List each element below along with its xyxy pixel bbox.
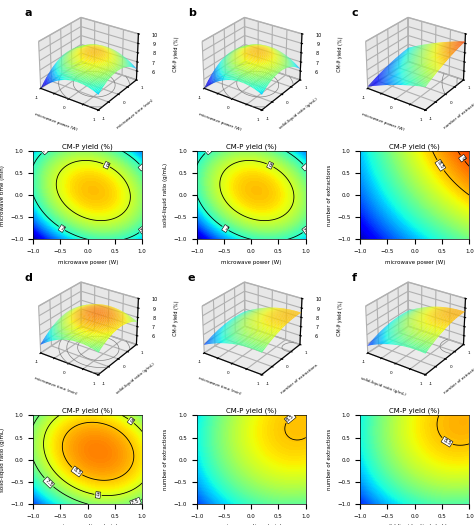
Text: 7: 7 bbox=[223, 225, 228, 232]
Text: 8.5: 8.5 bbox=[436, 160, 445, 170]
Y-axis label: microwave time (min): microwave time (min) bbox=[0, 165, 5, 226]
Text: 8: 8 bbox=[104, 162, 109, 169]
Y-axis label: number of extractions: number of extractions bbox=[280, 363, 318, 394]
Text: 7: 7 bbox=[59, 225, 65, 232]
X-axis label: microwave power (W): microwave power (W) bbox=[34, 112, 78, 132]
Text: e: e bbox=[188, 273, 195, 283]
Text: b: b bbox=[188, 8, 196, 18]
Text: 7: 7 bbox=[302, 164, 309, 170]
X-axis label: solid-liquid ratio (g/mL): solid-liquid ratio (g/mL) bbox=[383, 524, 447, 525]
Title: CM-P yield (%): CM-P yield (%) bbox=[62, 143, 113, 150]
Text: 9: 9 bbox=[459, 155, 465, 161]
X-axis label: microwave power (W): microwave power (W) bbox=[57, 260, 118, 265]
Y-axis label: number of extractions: number of extractions bbox=[163, 429, 168, 490]
Y-axis label: solid-liquid ratio (g/mL): solid-liquid ratio (g/mL) bbox=[0, 428, 5, 492]
Text: 8: 8 bbox=[267, 162, 273, 169]
Text: 7: 7 bbox=[139, 164, 145, 170]
Text: 8.5: 8.5 bbox=[285, 414, 295, 423]
X-axis label: solid-liquid ratio (g/mL): solid-liquid ratio (g/mL) bbox=[360, 376, 406, 397]
Y-axis label: number of extractions: number of extractions bbox=[327, 429, 332, 490]
Y-axis label: number of extractions: number of extractions bbox=[443, 363, 474, 394]
X-axis label: microwave power (W): microwave power (W) bbox=[384, 260, 445, 265]
Text: 7: 7 bbox=[205, 148, 211, 154]
Y-axis label: solid-liquid ratio (g/mL): solid-liquid ratio (g/mL) bbox=[115, 362, 155, 395]
X-axis label: microwave power (W): microwave power (W) bbox=[198, 112, 241, 132]
Title: CM-P yield (%): CM-P yield (%) bbox=[62, 408, 113, 414]
Text: 8.5: 8.5 bbox=[442, 437, 452, 446]
Text: f: f bbox=[352, 273, 356, 283]
Title: CM-P yield (%): CM-P yield (%) bbox=[389, 408, 440, 414]
Title: CM-P yield (%): CM-P yield (%) bbox=[226, 408, 277, 414]
X-axis label: microwave power (W): microwave power (W) bbox=[361, 112, 405, 132]
X-axis label: microwave time (min): microwave time (min) bbox=[57, 524, 118, 525]
Y-axis label: number of extractions: number of extractions bbox=[443, 98, 474, 130]
Text: 7.5: 7.5 bbox=[130, 498, 140, 506]
Text: d: d bbox=[25, 273, 32, 283]
Y-axis label: number of extractions: number of extractions bbox=[327, 164, 332, 226]
Text: 7: 7 bbox=[139, 227, 145, 234]
X-axis label: microwave power (W): microwave power (W) bbox=[221, 260, 282, 265]
Text: 7: 7 bbox=[303, 227, 309, 234]
Title: CM-P yield (%): CM-P yield (%) bbox=[389, 143, 440, 150]
Y-axis label: solid-liquid ratio (g/mL): solid-liquid ratio (g/mL) bbox=[163, 163, 168, 227]
Text: c: c bbox=[352, 8, 358, 18]
Text: 7.5: 7.5 bbox=[44, 478, 54, 487]
Y-axis label: solid-liquid ratio (g/mL): solid-liquid ratio (g/mL) bbox=[279, 98, 319, 130]
Text: 7: 7 bbox=[41, 148, 47, 154]
Text: a: a bbox=[25, 8, 32, 18]
Y-axis label: microwave time (min): microwave time (min) bbox=[116, 98, 155, 130]
Text: 8: 8 bbox=[128, 418, 134, 424]
X-axis label: microwave time (min): microwave time (min) bbox=[198, 376, 242, 396]
Text: 8.5: 8.5 bbox=[72, 467, 82, 476]
X-axis label: microwave time (min): microwave time (min) bbox=[221, 524, 282, 525]
Title: CM-P yield (%): CM-P yield (%) bbox=[226, 143, 277, 150]
Text: 8: 8 bbox=[96, 492, 100, 498]
X-axis label: microwave time (min): microwave time (min) bbox=[34, 376, 78, 396]
